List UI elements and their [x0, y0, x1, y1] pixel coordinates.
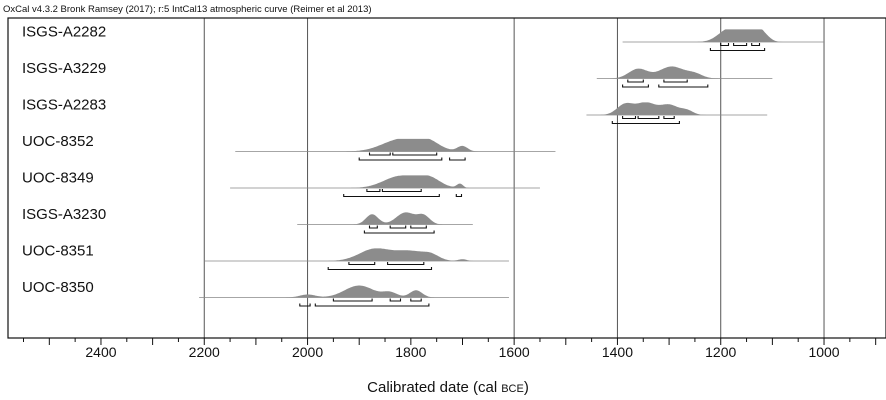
x-axis-title-close: )	[524, 379, 529, 396]
grid-layer	[203, 18, 825, 338]
range-bracket	[627, 79, 644, 83]
range-bracket	[387, 262, 425, 266]
range-bracket	[663, 116, 675, 120]
range-bracket	[392, 152, 438, 156]
range-bracket	[366, 189, 381, 193]
probability-distribution	[353, 212, 443, 225]
probability-distribution	[600, 102, 706, 115]
range-bracket	[389, 298, 402, 302]
sample-label: ISGS-A3230	[22, 206, 106, 223]
range-bracket	[622, 84, 649, 88]
sample-label: ISGS-A2282	[22, 24, 106, 41]
sample-label: UOC-8352	[22, 133, 94, 150]
x-tick-label: 1200	[705, 344, 736, 360]
probability-distribution	[346, 138, 478, 152]
sample-label: ISGS-A2283	[22, 97, 106, 114]
range-bracket	[343, 194, 440, 198]
range-bracket	[733, 43, 748, 47]
range-bracket	[709, 48, 766, 52]
sample-label: UOC-8351	[22, 243, 94, 260]
probability-distribution	[610, 66, 719, 79]
range-bracket	[455, 194, 463, 198]
range-bracket	[381, 189, 422, 193]
range-bracket	[622, 116, 637, 120]
range-bracket	[389, 225, 407, 229]
probability-distribution	[697, 29, 783, 42]
sample-label: UOC-8349	[22, 170, 94, 187]
probability-distribution	[284, 285, 435, 298]
x-axis-title-unit: BCE	[501, 383, 524, 395]
plot-frame	[7, 17, 886, 339]
range-bracket	[368, 152, 391, 156]
sample-row: ISGS-A3230	[22, 206, 473, 234]
x-tick-label: 1400	[602, 344, 633, 360]
probability-distribution	[350, 175, 470, 188]
range-bracket	[327, 267, 433, 271]
range-bracket	[299, 303, 311, 307]
sample-row: ISGS-A3229	[22, 60, 773, 88]
range-bracket	[410, 298, 422, 302]
range-bracket	[720, 43, 730, 47]
sample-row: UOC-8350	[22, 279, 509, 307]
range-bracket	[332, 298, 373, 302]
range-bracket	[449, 157, 466, 161]
x-axis-title-main: Calibrated date (cal	[367, 379, 497, 396]
range-bracket	[348, 262, 376, 266]
x-tick-label: 1600	[499, 344, 530, 360]
x-tick-label: 2200	[189, 344, 220, 360]
sample-row: ISGS-A2282	[22, 24, 825, 52]
x-axis: 2400 2200 2000 1800 1600 1400 1200 1000	[22, 338, 877, 360]
range-bracket	[637, 116, 660, 120]
sample-label: ISGS-A3229	[22, 60, 106, 77]
range-bracket	[663, 79, 688, 83]
range-bracket	[410, 225, 427, 229]
x-tick-label: 2000	[292, 344, 323, 360]
x-axis-title: Calibrated date (cal BCE)	[367, 379, 529, 396]
sample-row: UOC-8349	[22, 170, 540, 198]
x-tick-label: 1800	[395, 344, 426, 360]
range-bracket	[368, 225, 378, 229]
series-layer: ISGS-A2282 ISGS-A3229 ISGS-A2283 UOC-8352 UO…	[22, 24, 825, 307]
range-bracket	[363, 230, 435, 234]
sample-label: UOC-8350	[22, 279, 94, 296]
range-bracket	[751, 43, 761, 47]
chart-header: OxCal v4.3.2 Bronk Ramsey (2017); r:5 In…	[3, 4, 372, 15]
range-bracket	[658, 84, 709, 88]
x-tick-label: 1000	[808, 344, 839, 360]
range-bracket	[611, 121, 680, 125]
sample-row: UOC-8351	[22, 243, 509, 271]
range-bracket	[314, 303, 430, 307]
sample-row: ISGS-A2283	[22, 97, 768, 125]
range-bracket	[358, 157, 443, 161]
sample-row: UOC-8352	[22, 133, 556, 161]
x-tick-label: 2400	[85, 344, 116, 360]
probability-distribution	[328, 248, 475, 261]
